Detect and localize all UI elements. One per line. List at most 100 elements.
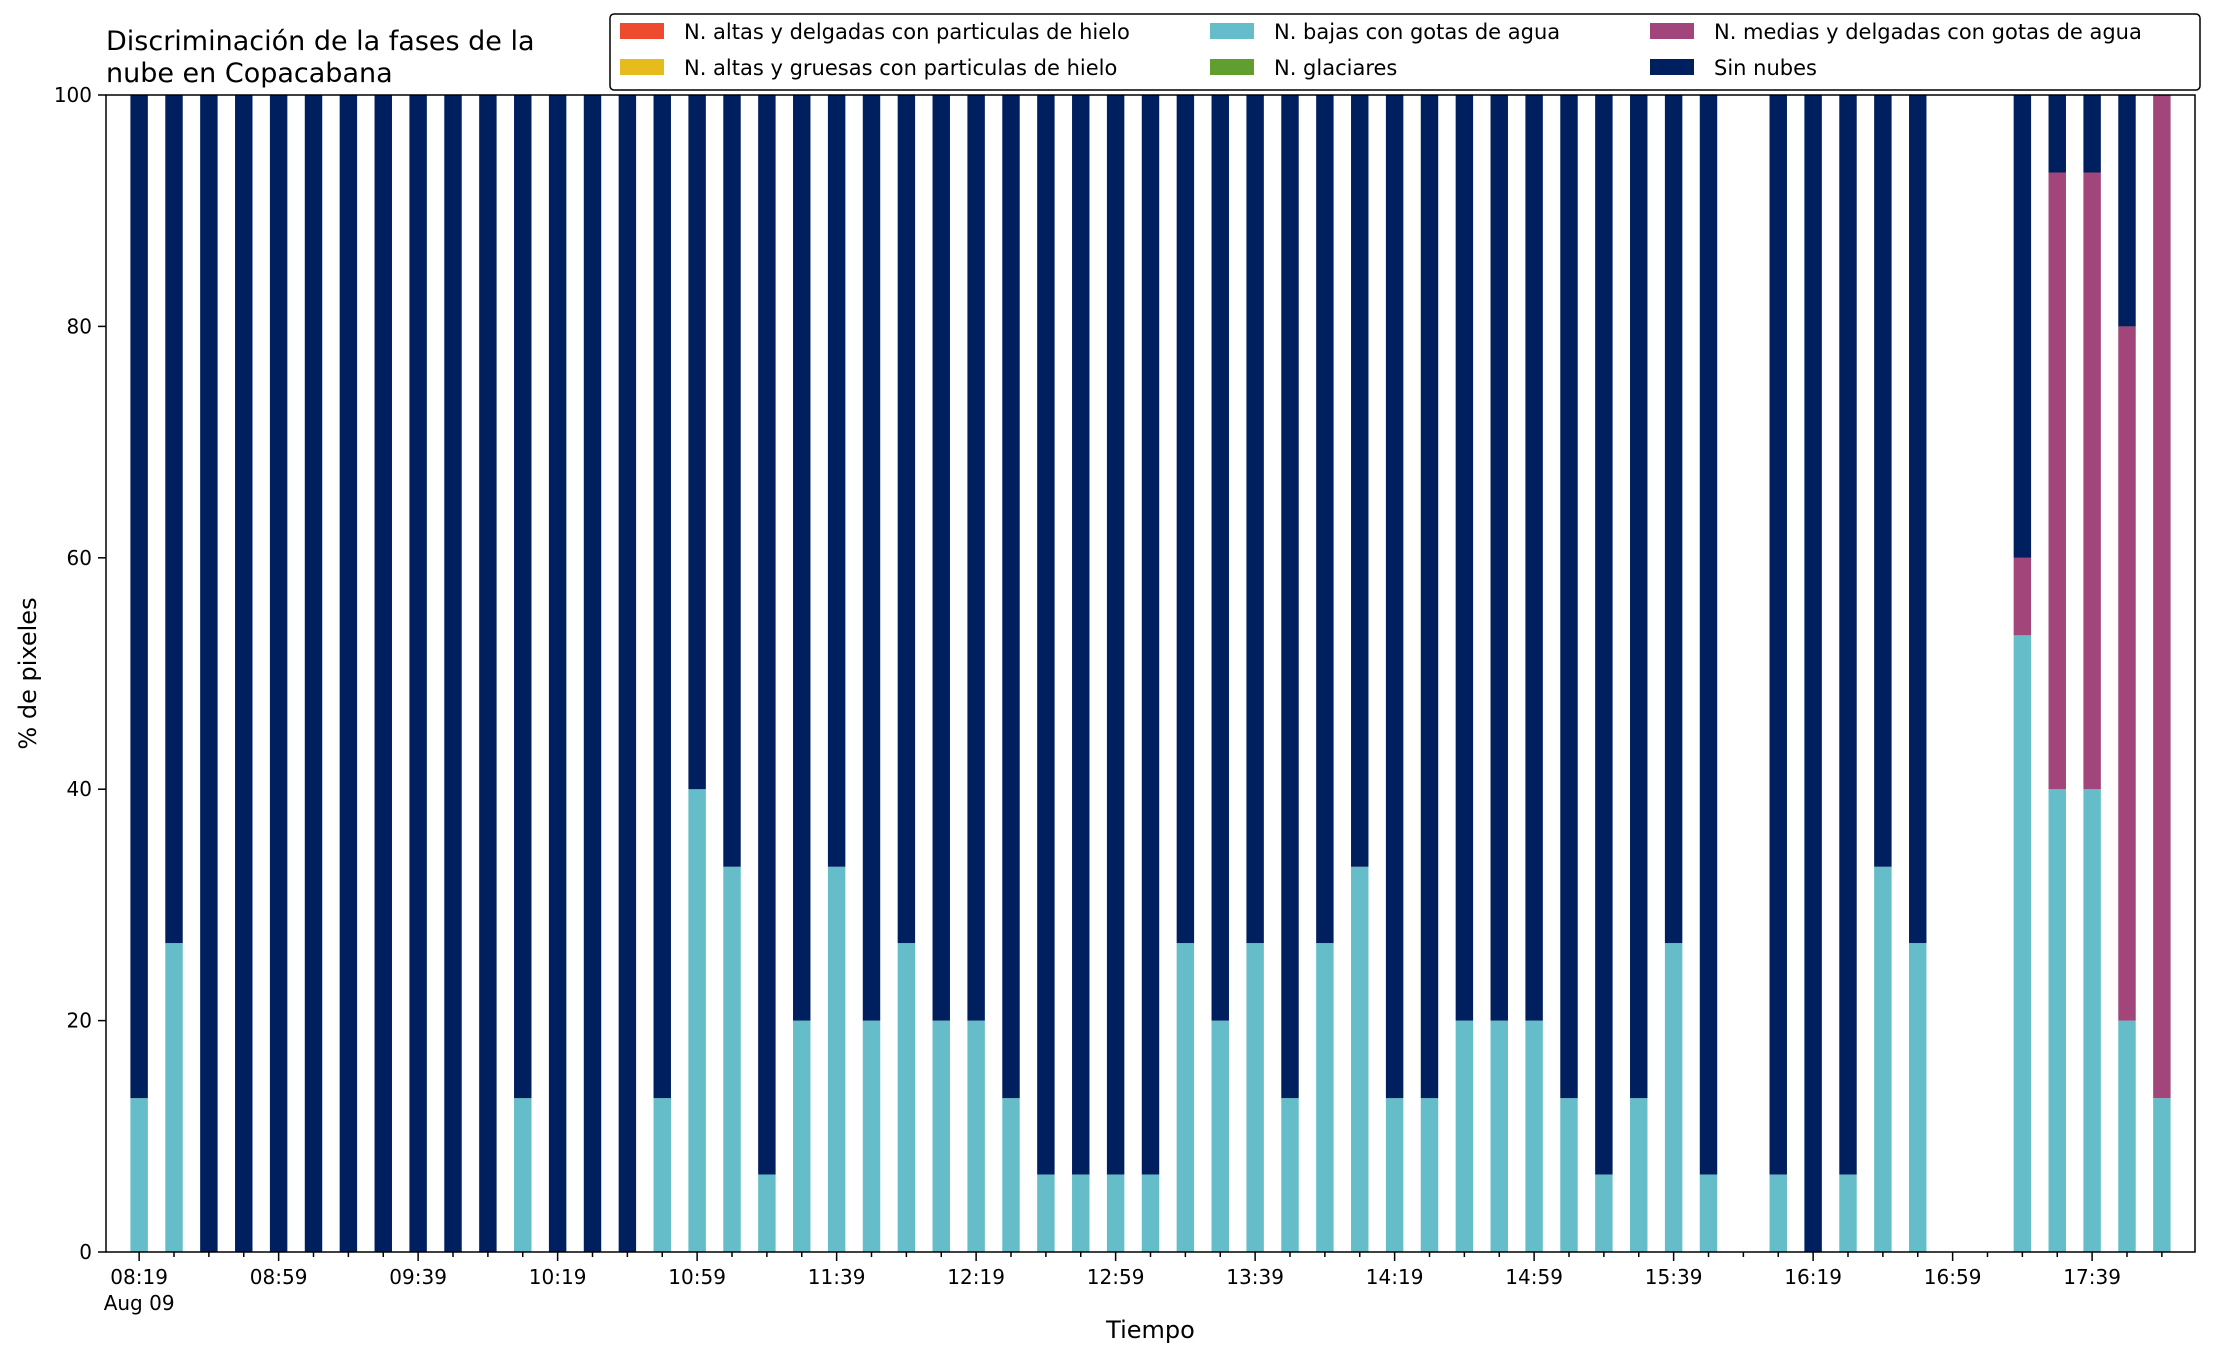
bar-segment (1211, 1020, 1229, 1252)
bar-segment (1664, 95, 1683, 944)
legend-label: N. bajas con gotas de agua (1274, 20, 1560, 44)
bar-segment (1769, 1174, 1787, 1252)
bar-segment (688, 95, 706, 790)
bar-segment (1909, 943, 1927, 1252)
bar-segment (130, 1098, 148, 1252)
bar-segment (618, 95, 637, 1252)
bar-segment (897, 95, 916, 944)
bar-segment (2153, 1098, 2171, 1252)
bar-segment (165, 95, 183, 944)
legend-swatch (620, 59, 664, 75)
bar-segment (1595, 1174, 1613, 1252)
plot-frame (105, 94, 2196, 1253)
bar-segment (2013, 557, 2032, 636)
x-tick-label: 14:19 (1366, 1265, 1424, 1289)
legend-swatch (1210, 23, 1254, 39)
x-tick-label: 15:39 (1645, 1265, 1703, 1289)
legend-box (609, 13, 2201, 91)
bar-segment (1176, 95, 1195, 944)
legend-swatch (1650, 59, 1694, 75)
bar-segment (1316, 95, 1334, 944)
legend-label: N. glaciares (1274, 56, 1397, 80)
bar-segment (583, 95, 602, 1252)
legend-swatch (1210, 59, 1254, 75)
bar-segment (1874, 866, 1892, 1252)
bar-segment (1699, 95, 1718, 1175)
bar-segment (723, 866, 741, 1252)
bar-segment (409, 95, 427, 1252)
bar-segment (2083, 172, 2101, 790)
x-tick-label: 12:59 (1087, 1265, 1145, 1289)
x-date-label: Aug 09 (104, 1291, 175, 1315)
legend-label: N. altas y delgadas con particulas de hi… (684, 20, 1130, 44)
x-tick-label: 08:19 (110, 1265, 168, 1289)
bar-segment (479, 95, 497, 1252)
bar-segment (1420, 1098, 1439, 1252)
y-tick-label: 100 (54, 83, 92, 107)
bar-segment (653, 1098, 671, 1252)
bar-segment (2048, 789, 2066, 1252)
bar-segment (2048, 172, 2066, 790)
bar-segment (1141, 95, 1160, 1175)
bar-segment (1002, 95, 1020, 1099)
bar-segment (444, 95, 462, 1252)
bar-segment (1525, 1020, 1543, 1252)
bar-segment (1595, 95, 1613, 1175)
bar-segment (1176, 943, 1195, 1252)
bar-segment (374, 95, 392, 1252)
bar-segment (1351, 95, 1369, 867)
bar-segment (1106, 1174, 1125, 1252)
x-tick-label: 14:59 (1505, 1265, 1563, 1289)
bar-segment (2048, 95, 2066, 173)
bar-segment (1072, 95, 1090, 1175)
bar-segment (1385, 95, 1404, 1099)
bar-segment (339, 95, 358, 1252)
bar-segment (827, 866, 846, 1252)
legend-swatch (620, 23, 664, 39)
x-axis-label: Tiempo (1105, 1316, 1195, 1344)
bar-segment (1560, 95, 1578, 1099)
bar-segment (548, 95, 567, 1252)
bar-segment (1316, 943, 1334, 1252)
bar-segment (862, 1020, 881, 1252)
bar-segment (967, 1020, 985, 1252)
bar-segment (1281, 1098, 1299, 1252)
bar-segment (1630, 1098, 1648, 1252)
bar-segment (1630, 95, 1648, 1099)
bar-segment (1455, 95, 1474, 1021)
x-tick-label: 10:59 (668, 1265, 726, 1289)
x-axis: 08:19 08:59 09:39 10:19 10:59 11:39 12:19 12:59… (104, 1252, 2163, 1315)
bar-segment (1525, 95, 1543, 1021)
x-tick-label: 13:39 (1226, 1265, 1284, 1289)
y-axis-label: % de pixeles (14, 597, 42, 749)
chart-title-line: nube en Copacabana (106, 58, 393, 89)
bar-segment (1211, 95, 1229, 1021)
bar-segment (1455, 1020, 1474, 1252)
bar-segment (1072, 1174, 1090, 1252)
bar-segment (1385, 1098, 1404, 1252)
bar-segment (2153, 95, 2171, 1099)
bar-segment (269, 95, 288, 1252)
y-tick-label: 80 (67, 314, 92, 338)
bar-segment (1839, 95, 1857, 1175)
y-tick-label: 0 (79, 1240, 92, 1264)
bar-segment (932, 95, 950, 1021)
bar-segment (688, 789, 706, 1252)
bar-segment (2083, 789, 2101, 1252)
bar-segment (1490, 95, 1508, 1021)
bar-segment (897, 943, 916, 1252)
bar-segment (1106, 95, 1125, 1175)
bar-segment (758, 95, 776, 1175)
bar-segment (2118, 326, 2136, 1021)
legend-label: Sin nubes (1714, 56, 1817, 80)
legend-swatch (1650, 23, 1694, 39)
y-axis: 0 20 40 60 80 100 (54, 83, 106, 1264)
bar-segment (2013, 95, 2032, 558)
bars-layer (130, 95, 2171, 1252)
bar-segment (514, 1098, 532, 1252)
bar-segment (1909, 95, 1927, 944)
bar-segment (827, 95, 846, 867)
y-tick-label: 40 (67, 777, 92, 801)
legend: N. altas y delgadas con particulas de hi… (609, 13, 2201, 91)
